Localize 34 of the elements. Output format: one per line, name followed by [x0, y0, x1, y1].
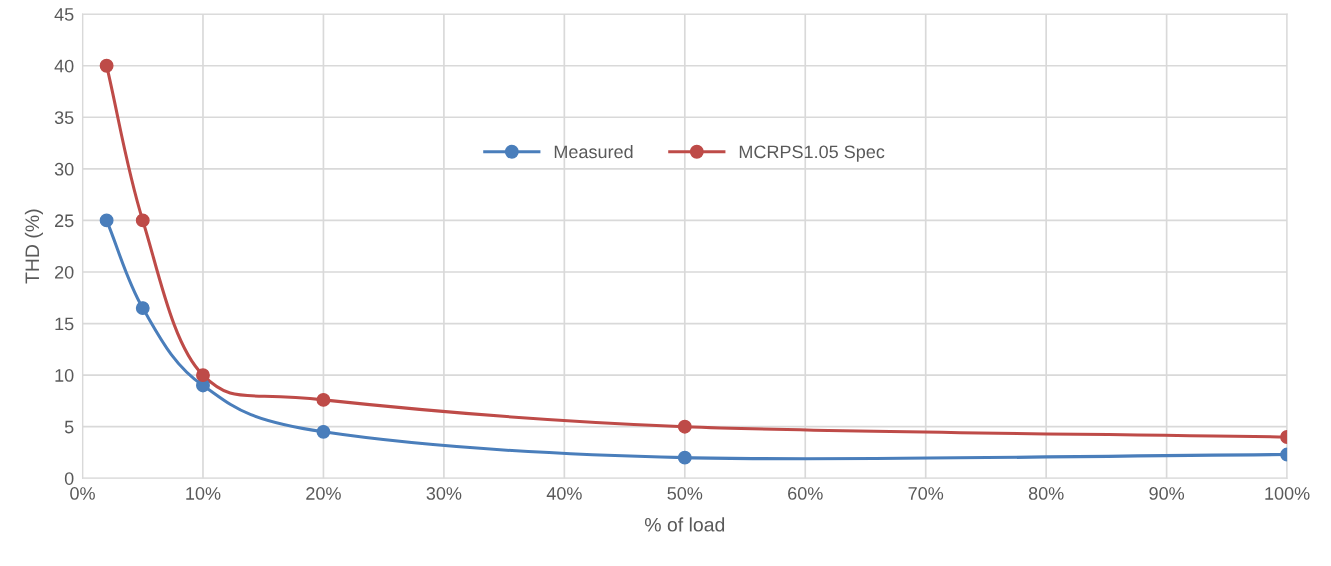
y-tick-label: 35: [54, 111, 74, 125]
y-tick-label: 5: [64, 420, 74, 434]
x-tick-label: 100%: [1265, 487, 1310, 500]
point: [99, 213, 114, 228]
y-tick-label: 0: [64, 472, 74, 485]
point: [196, 368, 210, 383]
point: [135, 213, 150, 228]
x-tick-label: 40%: [546, 487, 582, 500]
x-tick-label: 30%: [426, 487, 462, 500]
point: [677, 419, 692, 434]
y-tick-label: 45: [54, 8, 74, 21]
x-tick-label: 20%: [306, 487, 341, 500]
y-tick-label: 40: [54, 59, 74, 73]
legend-label: MCRPS1.05 Spec: [739, 145, 885, 162]
point: [99, 58, 114, 73]
x-tick-label: 80%: [1028, 487, 1064, 500]
x-axis-title: % of load: [644, 517, 725, 532]
point: [316, 392, 331, 407]
x-tick-label: 10%: [186, 487, 221, 500]
x-tick-label: 60%: [788, 487, 823, 500]
x-tick-label: 50%: [667, 487, 703, 500]
y-tick-label: 10: [55, 369, 74, 382]
y-tick-label: 30: [54, 162, 74, 176]
y-axis-title: THD (%): [24, 209, 43, 284]
legend-label: Measured: [554, 144, 633, 159]
y-tick-label: 20: [55, 265, 74, 279]
point: [135, 301, 150, 316]
y-tick-label: 15: [55, 317, 74, 331]
x-tick-label: 70%: [908, 487, 944, 500]
x-tick-label: 90%: [1149, 487, 1185, 500]
point: [677, 450, 692, 465]
point: [316, 424, 331, 439]
x-tick-label: 0%: [70, 487, 95, 500]
y-tick-label: 25: [55, 214, 74, 228]
